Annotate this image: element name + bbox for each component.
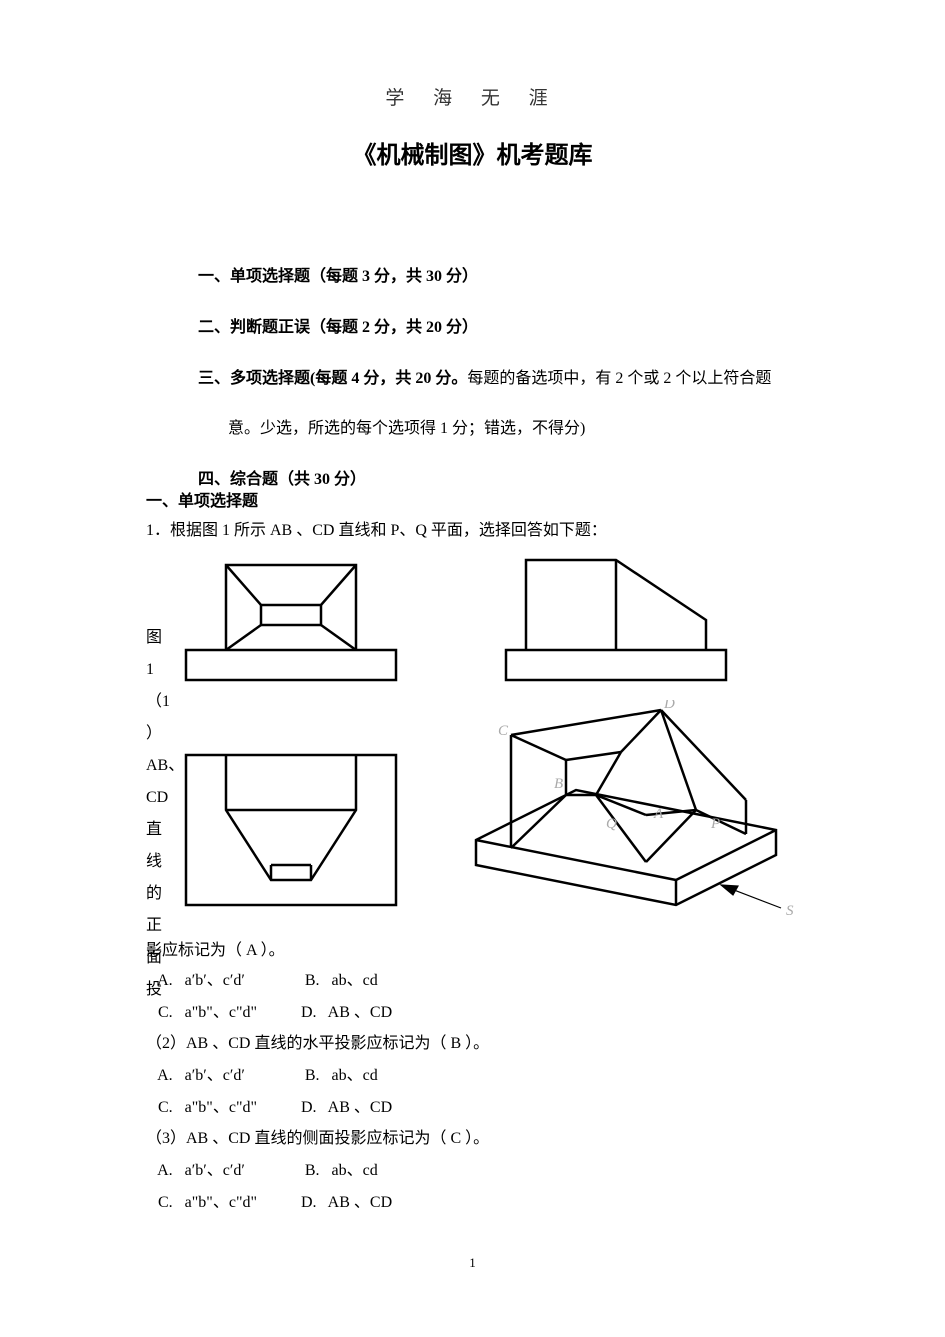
- label-Q: Q: [606, 816, 617, 832]
- q1-opt-cd: C. a"b"、c"d" D. AB 、CD: [146, 997, 392, 1029]
- side-l2: 1: [146, 654, 166, 686]
- section-3-bold: 三、多项选择题(每题 4 分，共 20 分。: [198, 370, 467, 387]
- side-l6: CD: [146, 782, 166, 814]
- view-front: [181, 555, 401, 685]
- page-number: 1: [0, 1255, 945, 1271]
- q1-stem: 1．根据图 1 所示 AB 、CD 直线和 P、Q 平面，选择回答如下题：: [146, 516, 607, 540]
- side-l1: 图: [146, 622, 166, 654]
- q2-block: （2）AB 、CD 直线的水平投影应标记为（ B ）。 A. a′b′、c′d′…: [146, 1028, 489, 1124]
- view-top: [181, 750, 401, 910]
- section-4: 四、综合题（共 30 分）: [198, 458, 835, 503]
- q2-opt-cd: C. a"b"、c"d" D. AB 、CD: [146, 1092, 489, 1124]
- side-l7: 直线: [146, 814, 166, 878]
- q1-opt-ab: A. a′b′、c′d′ B. ab、cd: [146, 965, 392, 997]
- q2-stem: （2）AB 、CD 直线的水平投影应标记为（ B ）。: [146, 1028, 489, 1060]
- q1-tail: 影应标记为（ A ）。: [146, 935, 285, 967]
- q3-stem: （3）AB 、CD 直线的侧面投影应标记为（ C ）。: [146, 1123, 489, 1155]
- question-section-title: 一、单项选择题: [146, 487, 258, 511]
- view-side: [501, 555, 731, 685]
- label-P: P: [710, 816, 720, 832]
- section-3-rest: 每题的备选项中，有 2 个或 2 个以上符合题: [467, 370, 771, 387]
- label-A: A: [653, 806, 664, 822]
- side-l5: AB、: [146, 750, 166, 782]
- label-D: D: [663, 700, 675, 712]
- side-l3: （1: [146, 686, 166, 718]
- page-header: 学 海 无 涯: [0, 83, 945, 110]
- section-2: 二、判断题正误（每题 2 分，共 20 分）: [198, 306, 835, 351]
- label-S: S: [786, 903, 794, 919]
- main-title: 《机械制图》机考题库: [0, 135, 945, 170]
- side-l4: ）: [146, 718, 166, 750]
- q1-options: A. a′b′、c′d′ B. ab、cd C. a"b"、c"d" D. AB…: [146, 965, 392, 1029]
- section-3-line1: 三、多项选择题(每题 4 分，共 20 分。每题的备选项中，有 2 个或 2 个…: [198, 357, 835, 402]
- q3-opt-ab: A. a′b′、c′d′ B. ab、cd: [146, 1155, 489, 1187]
- section-1: 一、单项选择题（每题 3 分，共 30 分）: [198, 255, 835, 300]
- view-isometric: D C B A Q P S: [446, 700, 806, 940]
- section-3-line2: 意。少选，所选的每个选项得 1 分；错选，不得分): [228, 407, 835, 452]
- figure-1: D C B A Q P S: [146, 545, 806, 935]
- side-l8: 的正: [146, 878, 166, 942]
- q3-opt-cd: C. a"b"、c"d" D. AB 、CD: [146, 1187, 489, 1219]
- q3-block: （3）AB 、CD 直线的侧面投影应标记为（ C ）。 A. a′b′、c′d′…: [146, 1123, 489, 1219]
- label-B: B: [554, 776, 563, 792]
- label-C: C: [498, 723, 509, 739]
- section-list: 一、单项选择题（每题 3 分，共 30 分） 二、判断题正误（每题 2 分，共 …: [198, 255, 835, 509]
- q2-opt-ab: A. a′b′、c′d′ B. ab、cd: [146, 1060, 489, 1092]
